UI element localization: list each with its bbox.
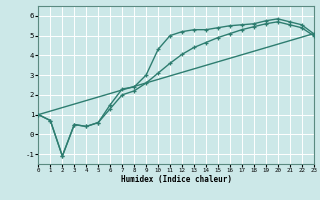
X-axis label: Humidex (Indice chaleur): Humidex (Indice chaleur)	[121, 175, 231, 184]
